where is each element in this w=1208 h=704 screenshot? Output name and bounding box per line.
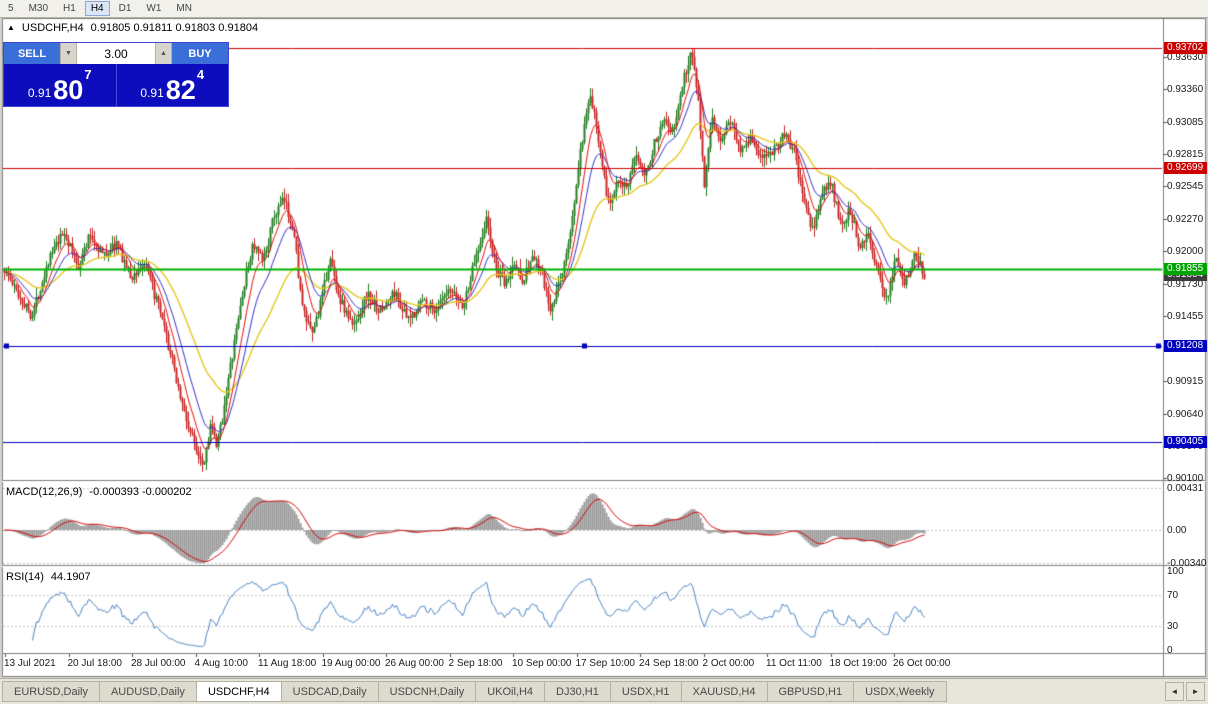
sell-button[interactable]: SELL [4, 43, 60, 64]
buy-price-small: 0.91 [140, 86, 164, 100]
chart-tab-dj30-h1[interactable]: DJ30,H1 [545, 681, 611, 702]
rsi-axis-label: 70 [1167, 589, 1179, 601]
symbol-quotes: 0.91805 0.91811 0.91803 0.91804 [90, 22, 259, 34]
rsi-axis-label: 0 [1167, 645, 1173, 656]
time-axis-label: 18 Oct 19:00 [829, 658, 887, 669]
price-tag-0.91208: 0.91208 [1164, 339, 1207, 352]
macd-axis-label: 0.00 [1167, 525, 1187, 536]
time-axis-label: 2 Sep 18:00 [448, 658, 503, 669]
price-axis-label: 0.92545 [1167, 181, 1204, 193]
time-axis-label: 26 Aug 00:00 [385, 658, 444, 669]
price-axis-label: 0.91730 [1167, 278, 1204, 290]
time-axis-label: 17 Sep 10:00 [575, 658, 636, 669]
sell-price-small: 0.91 [27, 86, 52, 100]
price-axis-label: 0.90915 [1167, 375, 1204, 387]
price-axis-label: 0.92000 [1167, 246, 1204, 258]
chart-tab-usdcad-daily[interactable]: USDCAD,Daily [281, 681, 379, 702]
time-axis-label: 26 Oct 00:00 [893, 658, 951, 669]
sell-price-big: 80 [53, 75, 84, 106]
tabs-scroll-right-button[interactable]: ► [1186, 682, 1205, 701]
chart-tab-gbpusd-h1[interactable]: GBPUSD,H1 [767, 681, 855, 702]
trade-panel-quotes: 0.91 80 7 0.91 82 4 [4, 64, 228, 106]
time-axis-label: 28 Jul 00:00 [131, 658, 186, 669]
symbol-header: ▲ USDCHF,H4 0.91805 0.91811 0.91803 0.91… [7, 22, 258, 34]
price-axis-label: 0.91455 [1167, 311, 1204, 323]
time-axis-label: 10 Sep 00:00 [512, 658, 572, 669]
timeframe-button-h1[interactable]: H1 [63, 3, 76, 14]
chart-tab-xauusd-h4[interactable]: XAUUSD,H4 [681, 681, 768, 702]
time-axis-label: 20 Jul 18:00 [67, 658, 123, 669]
rsi-axis-label: 100 [1167, 566, 1184, 577]
timeframe-button-w1[interactable]: W1 [146, 3, 162, 14]
price-axis-label: 0.93630 [1167, 52, 1204, 63]
price-axis-label: 0.90100 [1167, 472, 1204, 484]
chart-tab-usdx-weekly[interactable]: USDX,Weekly [854, 681, 947, 702]
price-axis-label: 0.92270 [1167, 214, 1204, 226]
time-axis-label: 19 Aug 00:00 [321, 658, 381, 669]
macd-indicator-label: MACD(12,26,9) -0.000393 -0.000202 [6, 486, 192, 498]
macd-title: MACD(12,26,9) [6, 486, 83, 498]
buy-price-display[interactable]: 0.91 82 4 [115, 64, 229, 106]
time-axis-label: 13 Jul 2021 [4, 658, 56, 669]
buy-price-big: 82 [165, 75, 196, 106]
price-axis-label: 0.90640 [1167, 408, 1204, 420]
chart-tab-eurusd-daily[interactable]: EURUSD,Daily [2, 681, 100, 702]
macd-axis-label: -0.00340 [1167, 557, 1207, 569]
buy-price-sup: 4 [196, 67, 205, 82]
chart-tabs: EURUSD,Daily AUDUSD,Daily USDCHF,H4 USDCAD,… [2, 681, 947, 702]
symbol-name: USDCHF,H4 [21, 22, 84, 34]
timeframe-button-mn[interactable]: MN [176, 3, 192, 14]
chart-tab-usdx-h1[interactable]: USDX,H1 [610, 681, 682, 702]
macd-values: -0.000393 -0.000202 [89, 486, 192, 498]
chart-tab-ukoil-h4[interactable]: UKOil,H4 [476, 681, 546, 702]
sell-price-display[interactable]: 0.91 80 7 [4, 64, 116, 106]
time-axis-label: 11 Aug 18:00 [258, 658, 317, 669]
chart-tab-audusd-daily[interactable]: AUDUSD,Daily [99, 681, 197, 702]
collapse-triangle-icon[interactable]: ▲ [7, 23, 15, 32]
tabs-scroll-left-button[interactable]: ◄ [1165, 682, 1184, 701]
price-tag-0.93702: 0.93702 [1164, 42, 1207, 55]
rsi-title: RSI(14) [6, 571, 44, 583]
chart-tab-usdcnh-daily[interactable]: USDCNH,Daily [378, 681, 477, 702]
volume-increase-button[interactable]: ▲ [155, 43, 172, 64]
price-axis-label: 0.92815 [1167, 149, 1204, 161]
volume-input[interactable]: 3.00 [77, 43, 155, 64]
timeframe-toolbar: 5 M30 H1 H4 D1 W1 MN [0, 0, 1208, 18]
time-axis-label: 2 Oct 00:00 [702, 658, 755, 669]
chart-tab-bar: EURUSD,Daily AUDUSD,Daily USDCHF,H4 USDCAD,… [0, 678, 1208, 704]
price-axis-label: 0.93360 [1167, 84, 1204, 96]
timeframe-button-h4[interactable]: H4 [84, 1, 110, 16]
time-axis-label: 24 Sep 18:00 [639, 658, 699, 669]
volume-decrease-button[interactable]: ▼ [60, 43, 77, 64]
rsi-indicator-label: RSI(14) 44.1907 [6, 571, 91, 583]
timeframe-button-d1[interactable]: D1 [118, 3, 132, 14]
price-tag-0.90405: 0.90405 [1164, 435, 1207, 448]
tab-scroll-arrows: ◄ ► [1165, 682, 1205, 701]
rsi-axis-label: 30 [1167, 621, 1179, 633]
chart-tab-usdchf-h4[interactable]: USDCHF,H4 [196, 681, 282, 702]
time-axis-label: 4 Aug 10:00 [194, 658, 248, 669]
timeframe-button-5[interactable]: 5 [8, 3, 14, 14]
price-tag-0.92699: 0.92699 [1164, 162, 1207, 175]
buy-button[interactable]: BUY [172, 43, 228, 64]
price-tag-0.91855: 0.91855 [1164, 262, 1207, 275]
trade-panel-controls: SELL ▼ 3.00 ▲ BUY [4, 43, 228, 64]
sell-price-sup: 7 [84, 67, 92, 82]
one-click-trading-panel: SELL ▼ 3.00 ▲ BUY 0.91 80 7 0.91 82 4 [3, 42, 229, 107]
timeframe-button-m30[interactable]: M30 [28, 3, 49, 14]
macd-axis-label: 0.00431 [1167, 483, 1204, 495]
price-axis-label: 0.93085 [1167, 116, 1204, 128]
time-axis-label: 11 Oct 11:00 [766, 658, 822, 669]
rsi-values: 44.1907 [50, 571, 91, 583]
